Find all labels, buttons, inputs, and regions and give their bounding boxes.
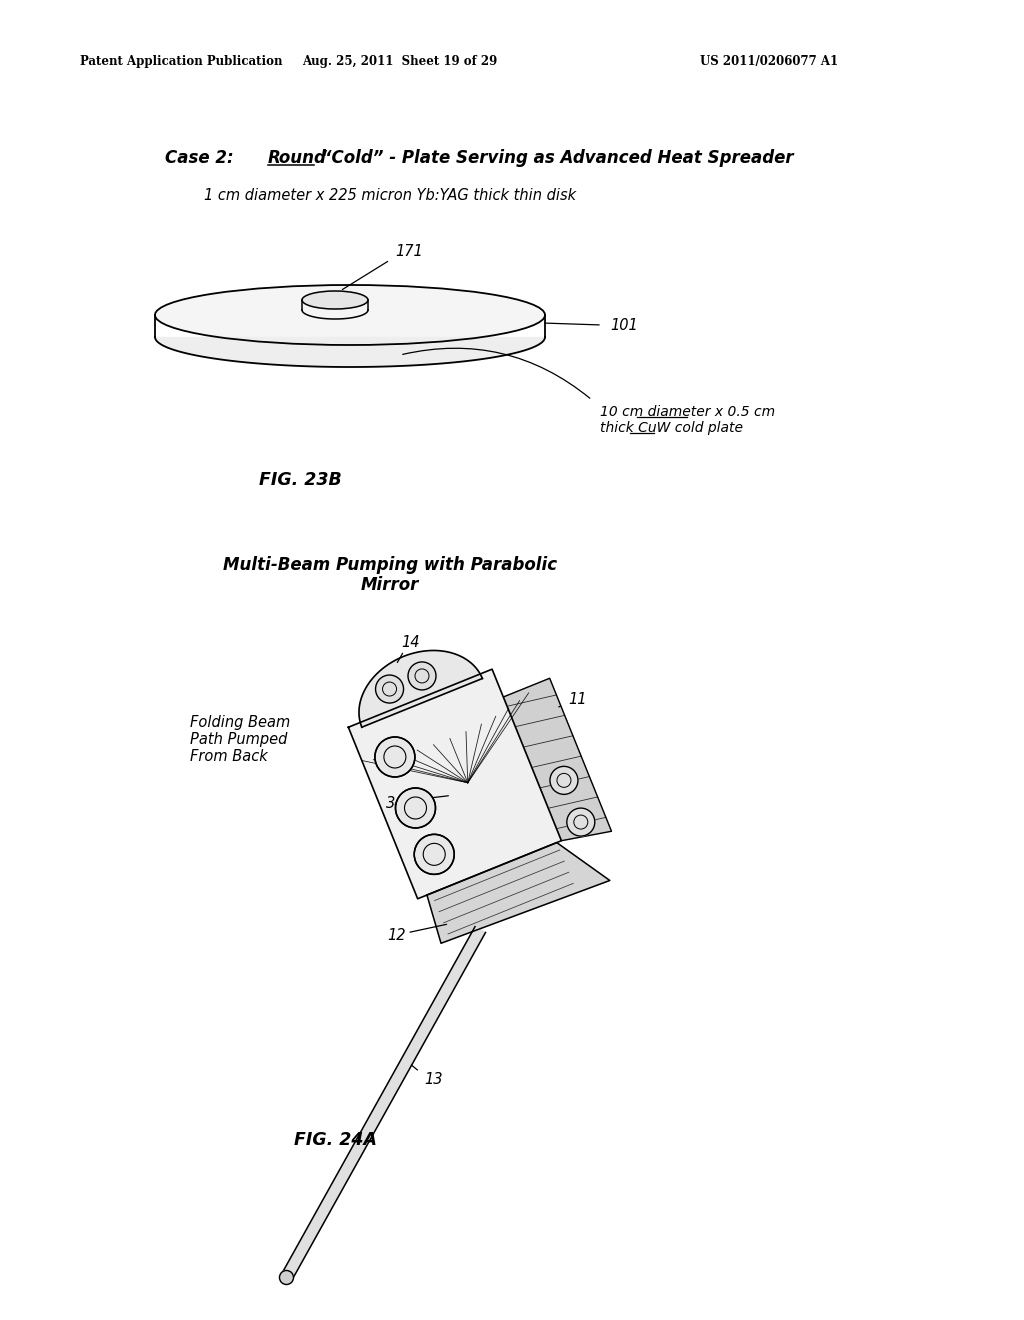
Text: Case 2:: Case 2: xyxy=(165,149,240,168)
Circle shape xyxy=(567,808,595,836)
Text: Multi-Beam Pumping with Parabolic: Multi-Beam Pumping with Parabolic xyxy=(223,556,557,574)
Circle shape xyxy=(550,767,578,795)
Circle shape xyxy=(376,675,403,704)
Text: 101: 101 xyxy=(610,318,638,333)
Text: 14: 14 xyxy=(401,635,420,651)
Text: 13: 13 xyxy=(425,1072,443,1088)
Polygon shape xyxy=(348,669,561,899)
Circle shape xyxy=(280,1270,294,1284)
Text: US 2011/0206077 A1: US 2011/0206077 A1 xyxy=(700,55,838,69)
Polygon shape xyxy=(282,927,485,1280)
Text: FIG. 24A: FIG. 24A xyxy=(294,1131,377,1148)
Polygon shape xyxy=(155,285,545,345)
Text: Round: Round xyxy=(268,149,327,168)
Text: From Back: From Back xyxy=(190,748,267,764)
Text: Patent Application Publication: Patent Application Publication xyxy=(80,55,283,69)
Text: 10 cm diameter x 0.5 cm: 10 cm diameter x 0.5 cm xyxy=(600,405,775,418)
Text: thick CuW cold plate: thick CuW cold plate xyxy=(600,421,743,436)
Circle shape xyxy=(375,737,415,777)
Circle shape xyxy=(395,788,435,828)
Text: Aug. 25, 2011  Sheet 19 of 29: Aug. 25, 2011 Sheet 19 of 29 xyxy=(302,55,498,69)
Text: 34: 34 xyxy=(386,796,404,810)
Text: FIG. 23B: FIG. 23B xyxy=(259,471,341,488)
Polygon shape xyxy=(359,651,482,727)
Polygon shape xyxy=(504,678,611,841)
Text: 171: 171 xyxy=(395,244,423,260)
Circle shape xyxy=(408,661,436,690)
Text: Mirror: Mirror xyxy=(360,576,419,594)
Text: 1 cm diameter x 225 micron Yb:YAG thick thin disk: 1 cm diameter x 225 micron Yb:YAG thick … xyxy=(204,187,577,202)
Text: “Cold” - Plate Serving as Advanced Heat Spreader: “Cold” - Plate Serving as Advanced Heat … xyxy=(315,149,794,168)
Polygon shape xyxy=(427,842,610,944)
Circle shape xyxy=(415,834,455,874)
Text: Folding Beam: Folding Beam xyxy=(190,715,290,730)
Text: Path Pumped: Path Pumped xyxy=(190,733,288,747)
Text: 11: 11 xyxy=(568,693,587,708)
FancyArrowPatch shape xyxy=(402,348,590,399)
Polygon shape xyxy=(302,290,368,309)
Text: 12: 12 xyxy=(387,928,406,944)
